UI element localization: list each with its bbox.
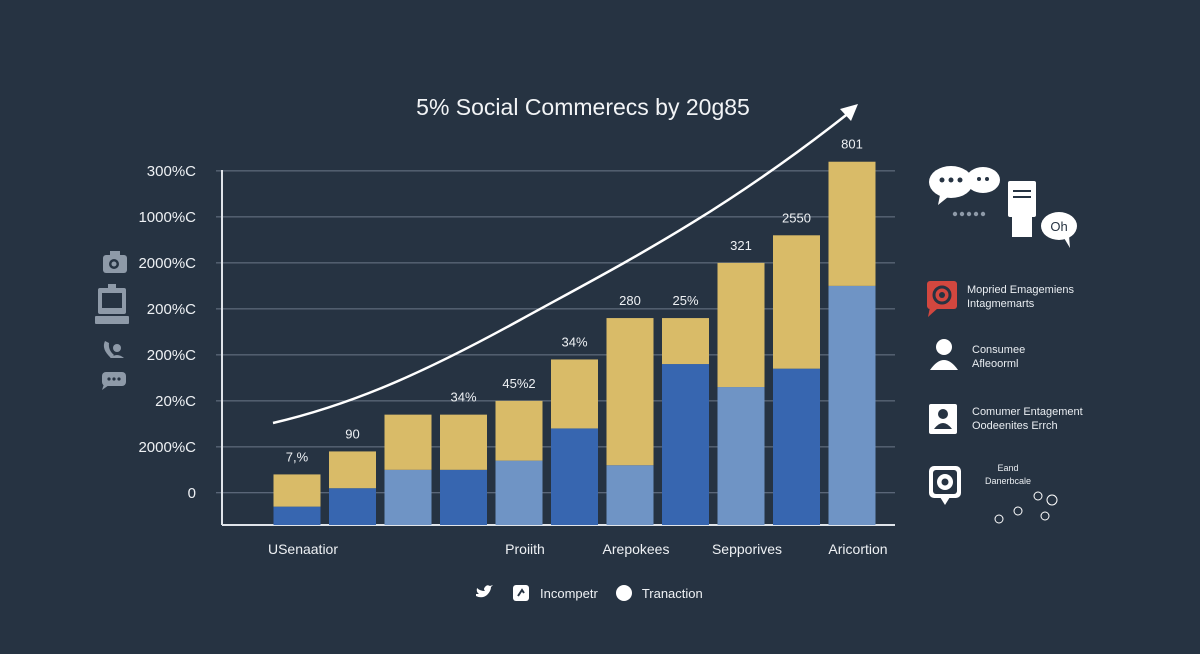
bar-segment-top [495, 400, 543, 461]
right-item-4-line1: Eand [997, 463, 1019, 473]
y-tick-label: 20%C [155, 393, 196, 410]
bar-segment-top [329, 451, 376, 489]
x-axis-label: Proiith [505, 541, 545, 557]
x-axis-label: USenaatior [268, 541, 338, 557]
y-tick-label: 2000%C [138, 255, 196, 272]
bar-segment-bottom [828, 285, 876, 525]
data-label: 25% [672, 293, 698, 308]
data-label: 90 [345, 426, 359, 441]
y-tick-label: 300%C [147, 163, 196, 180]
data-label: 7,% [286, 449, 309, 464]
y-tick-label: 200%C [147, 347, 196, 364]
legend-label-incompetr: Incompetr [540, 585, 598, 601]
bar-segment-top [717, 262, 765, 388]
bar-segment-top [440, 414, 487, 470]
data-label: 2550 [782, 210, 811, 225]
legend: Incompetr Tranaction [474, 584, 703, 602]
bar-segment-top [551, 359, 598, 429]
bar-segment-top [606, 318, 654, 466]
right-item-3-line1: Comumer Entagement [972, 406, 1083, 418]
y-tick-label: 1000%C [138, 209, 196, 226]
bar-segment-bottom [717, 387, 765, 525]
bar-segment-bottom [495, 460, 543, 525]
bar-segment-bottom [551, 428, 598, 525]
right-item-3-line2: Oodeenites Errch [972, 420, 1058, 432]
data-label: 280 [619, 293, 641, 308]
data-label: 45%2 [502, 376, 535, 391]
bar-segment-top [773, 235, 820, 369]
bar-segment-bottom [440, 469, 487, 525]
data-label: 34% [450, 390, 476, 405]
bar-segment-top [828, 161, 876, 286]
data-label: 34% [561, 334, 587, 349]
right-item-2-line2: Afleoorml [972, 358, 1019, 370]
bar-segment-top [273, 474, 321, 507]
bar-segment-bottom [773, 368, 820, 525]
data-label: 801 [841, 137, 863, 152]
y-tick-label: 0 [188, 485, 196, 502]
right-item-1-line1: Mopried Emagemiens [967, 284, 1074, 296]
right-item-3: Comumer Entagement Oodeenites Errch [972, 405, 1083, 433]
circle-icon [615, 585, 632, 601]
bar-segment-top [662, 318, 709, 365]
trend-curve [272, 111, 851, 425]
bar-segment-bottom [662, 364, 709, 525]
data-label: 321 [730, 238, 752, 253]
right-item-1-line2: Intagmemarts [967, 298, 1035, 310]
bar-segment-bottom [329, 488, 376, 525]
right-item-4: Eand Danerbcale [985, 462, 1031, 488]
right-item-2-line1: Consumee [972, 344, 1026, 356]
bar-segment-top [384, 414, 432, 470]
x-axis-label: Arepokees [603, 541, 670, 557]
bar-segment-bottom [606, 465, 654, 525]
right-item-1: Mopried Emagemiens Intagmemarts [967, 283, 1074, 311]
square-icon [513, 585, 529, 601]
legend-label-tranaction: Tranaction [641, 585, 703, 601]
y-tick-label: 2000%C [138, 439, 196, 456]
bar-segment-bottom [273, 506, 321, 525]
x-axis-label: Aricortion [828, 541, 887, 557]
y-tick-label: 200%C [147, 301, 196, 318]
bar-segment-bottom [384, 469, 432, 525]
x-axis-label: Sepporives [712, 541, 782, 557]
right-item-4-line2: Danerbcale [985, 476, 1032, 486]
chart-title: 5% Social Commerecs by 20g85 [416, 94, 750, 120]
right-item-2: Consumee Afleoorml [972, 343, 1025, 371]
trend-arrowhead-icon [840, 104, 858, 121]
twitter-bird-icon [476, 585, 493, 598]
